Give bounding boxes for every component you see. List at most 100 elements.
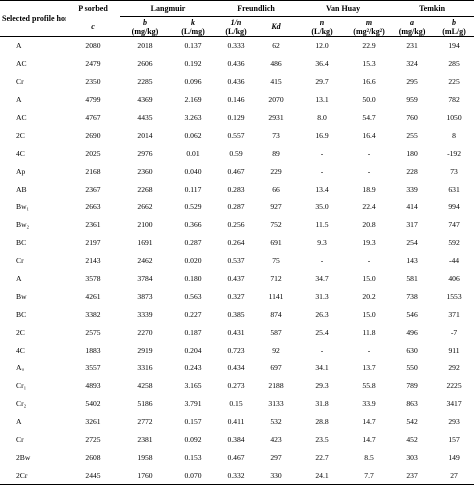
- cell-temkin-b: 371: [448, 309, 460, 319]
- cell-temkin-a: 254: [406, 238, 418, 248]
- table-row: 4C 2025 2976 0.01 0.59 89 - - 180 -192: [0, 144, 474, 162]
- cell-temkin-b: 293: [448, 417, 460, 427]
- cell-vanhuay-m: 14.7: [362, 435, 376, 445]
- table-row: AC 2479 2606 0.192 0.436 486 36.4 15.3 324 285: [0, 55, 474, 73]
- cell-freundlich-kd: 927: [270, 202, 282, 212]
- cell-vanhuay-n: 34.7: [315, 274, 329, 284]
- cell-langmuir-k: 3.263: [184, 113, 202, 122]
- freundlich-header: Freundlich: [216, 0, 297, 17]
- cell-temkin-a: 143: [406, 256, 418, 266]
- cell-temkin-a: 303: [406, 452, 418, 462]
- cell-freundlich-1n: 0.467: [227, 166, 245, 176]
- cell-p-sorbed-c: 2361: [85, 220, 101, 230]
- cell-p-sorbed-c: 2143: [85, 256, 101, 266]
- cell-horizon: BC: [16, 309, 27, 319]
- cell-langmuir-k: 0.157: [184, 417, 202, 427]
- cell-freundlich-1n: 0.437: [227, 274, 245, 284]
- cell-vanhuay-m: -: [367, 166, 371, 176]
- cell-temkin-b: 225: [448, 77, 460, 87]
- cell-horizon: 4C: [16, 148, 25, 158]
- cell-freundlich-kd: 752: [270, 220, 282, 230]
- cell-horizon: AB: [16, 184, 27, 194]
- cell-langmuir-k: 0.180: [184, 274, 202, 284]
- cell-freundlich-kd: 697: [270, 363, 282, 373]
- cell-freundlich-1n: 0.332: [216, 466, 257, 485]
- cell-vanhuay-n: -: [320, 256, 324, 266]
- cell-langmuir-k: 0.01: [186, 148, 200, 158]
- selected-profile-header: Selected profile horizons: [0, 0, 66, 37]
- col-vanhuay-n: n (L/kg): [296, 16, 349, 37]
- cell-langmuir-k: 3.791: [184, 399, 202, 409]
- cell-langmuir-k: 0.192: [184, 59, 202, 69]
- cell-freundlich-kd: 874: [270, 309, 282, 319]
- cell-langmuir-b: 1760: [120, 466, 170, 485]
- cell-freundlich-1n: 0.129: [227, 113, 245, 122]
- cell-langmuir-k: 0.529: [184, 202, 202, 212]
- table-row: A 3261 2772 0.157 0.411 532 28.8 14.7 542 293: [0, 413, 474, 431]
- cell-vanhuay-m: 16.4: [362, 130, 376, 140]
- cell-langmuir-k: 0.287: [184, 238, 202, 248]
- cell-vanhuay-n: 8.0: [317, 113, 327, 122]
- cell-langmuir-b: 2268: [137, 184, 153, 194]
- cell-langmuir-b: 2919: [137, 345, 153, 355]
- cell-vanhuay-n: 16.9: [315, 130, 329, 140]
- cell-p-sorbed-c: 5402: [85, 399, 101, 409]
- cell-temkin-a: 496: [406, 327, 418, 337]
- cell-p-sorbed-c: 1883: [85, 345, 101, 355]
- cell-horizon: A: [16, 417, 22, 427]
- cell-temkin-b: 149: [448, 452, 460, 462]
- table-row: 2C 2575 2270 0.187 0.431 587 25.4 11.8 496 -7: [0, 323, 474, 341]
- cell-freundlich-kd: 423: [270, 435, 282, 445]
- cell-p-sorbed-c: 2575: [85, 327, 101, 337]
- cell-horizon: 4C: [16, 345, 25, 355]
- cell-freundlich-1n: 0.557: [227, 130, 245, 140]
- cell-temkin-b: 2225: [446, 381, 462, 391]
- cell-p-sorbed-c: 2367: [85, 184, 101, 194]
- cell-freundlich-1n: 0.15: [229, 399, 243, 409]
- cell-freundlich-1n: 0.327: [227, 291, 245, 301]
- cell-horizon: AC: [16, 59, 27, 69]
- cell-vanhuay-m: 20.2: [362, 291, 376, 301]
- col-freundlich-kd: Kd: [256, 16, 297, 37]
- table-row: Cr 2143 2462 0.020 0.537 75 - - 143 -44: [0, 252, 474, 270]
- cell-vanhuay-n: 11.5: [315, 220, 329, 230]
- cell-freundlich-kd: 330: [256, 466, 297, 485]
- cell-langmuir-k: 0.187: [184, 327, 202, 337]
- cell-temkin-b: 782: [448, 95, 460, 105]
- cell-temkin-b: 157: [448, 435, 460, 445]
- cell-temkin-a: 295: [406, 77, 418, 87]
- cell-horizon: Bw₂: [16, 220, 30, 230]
- cell-temkin-a: 237: [390, 466, 435, 485]
- cell-temkin-b: 73: [450, 166, 458, 176]
- table-row: AC 4767 4435 3.263 0.129 2931 8.0 54.7 760 1050: [0, 109, 474, 127]
- col-c: c: [66, 16, 120, 37]
- table-body: A 2080 2018 0.137 0.333 62 12.0 22.9 231 194 AC 247…: [0, 37, 474, 485]
- cell-horizon: Cr: [16, 435, 24, 445]
- van-huay-header: Van Huay: [296, 0, 391, 17]
- cell-freundlich-kd: 297: [270, 452, 282, 462]
- table-row: 2Bw 2608 1958 0.153 0.467 297 22.7 8.5 303 149: [0, 448, 474, 466]
- cell-langmuir-b: 3316: [137, 363, 153, 373]
- cell-vanhuay-m: 20.8: [362, 220, 376, 230]
- cell-temkin-b: 8: [452, 130, 456, 140]
- table-row: BC 3382 3339 0.227 0.385 874 26.3 15.0 546 371: [0, 305, 474, 323]
- cell-langmuir-k: 0.092: [184, 435, 202, 445]
- cell-langmuir-b: 2100: [137, 220, 153, 230]
- cell-freundlich-kd: 66: [272, 184, 280, 194]
- cell-freundlich-1n: 0.384: [227, 435, 245, 445]
- cell-vanhuay-n: 12.0: [315, 41, 329, 51]
- cell-vanhuay-m: -: [367, 148, 371, 158]
- table-row: Bw₁ 2663 2662 0.529 0.287 927 35.0 22.4 414 994: [0, 198, 474, 216]
- cell-temkin-b: -44: [448, 256, 460, 266]
- cell-vanhuay-n: 25.4: [315, 327, 329, 337]
- p-sorbed-header: P sorbed: [78, 4, 108, 14]
- cell-langmuir-k: 0.366: [184, 220, 202, 230]
- table-row: AB 2367 2268 0.117 0.283 66 13.4 18.9 339 631: [0, 180, 474, 198]
- cell-freundlich-1n: 0.264: [227, 238, 245, 248]
- cell-vanhuay-n: -: [320, 345, 324, 355]
- cell-temkin-a: 863: [406, 399, 418, 409]
- cell-langmuir-b: 2772: [137, 417, 153, 427]
- cell-vanhuay-m: 22.9: [362, 41, 376, 51]
- table-row: Ap 2168 2360 0.040 0.467 229 - - 228 73: [0, 162, 474, 180]
